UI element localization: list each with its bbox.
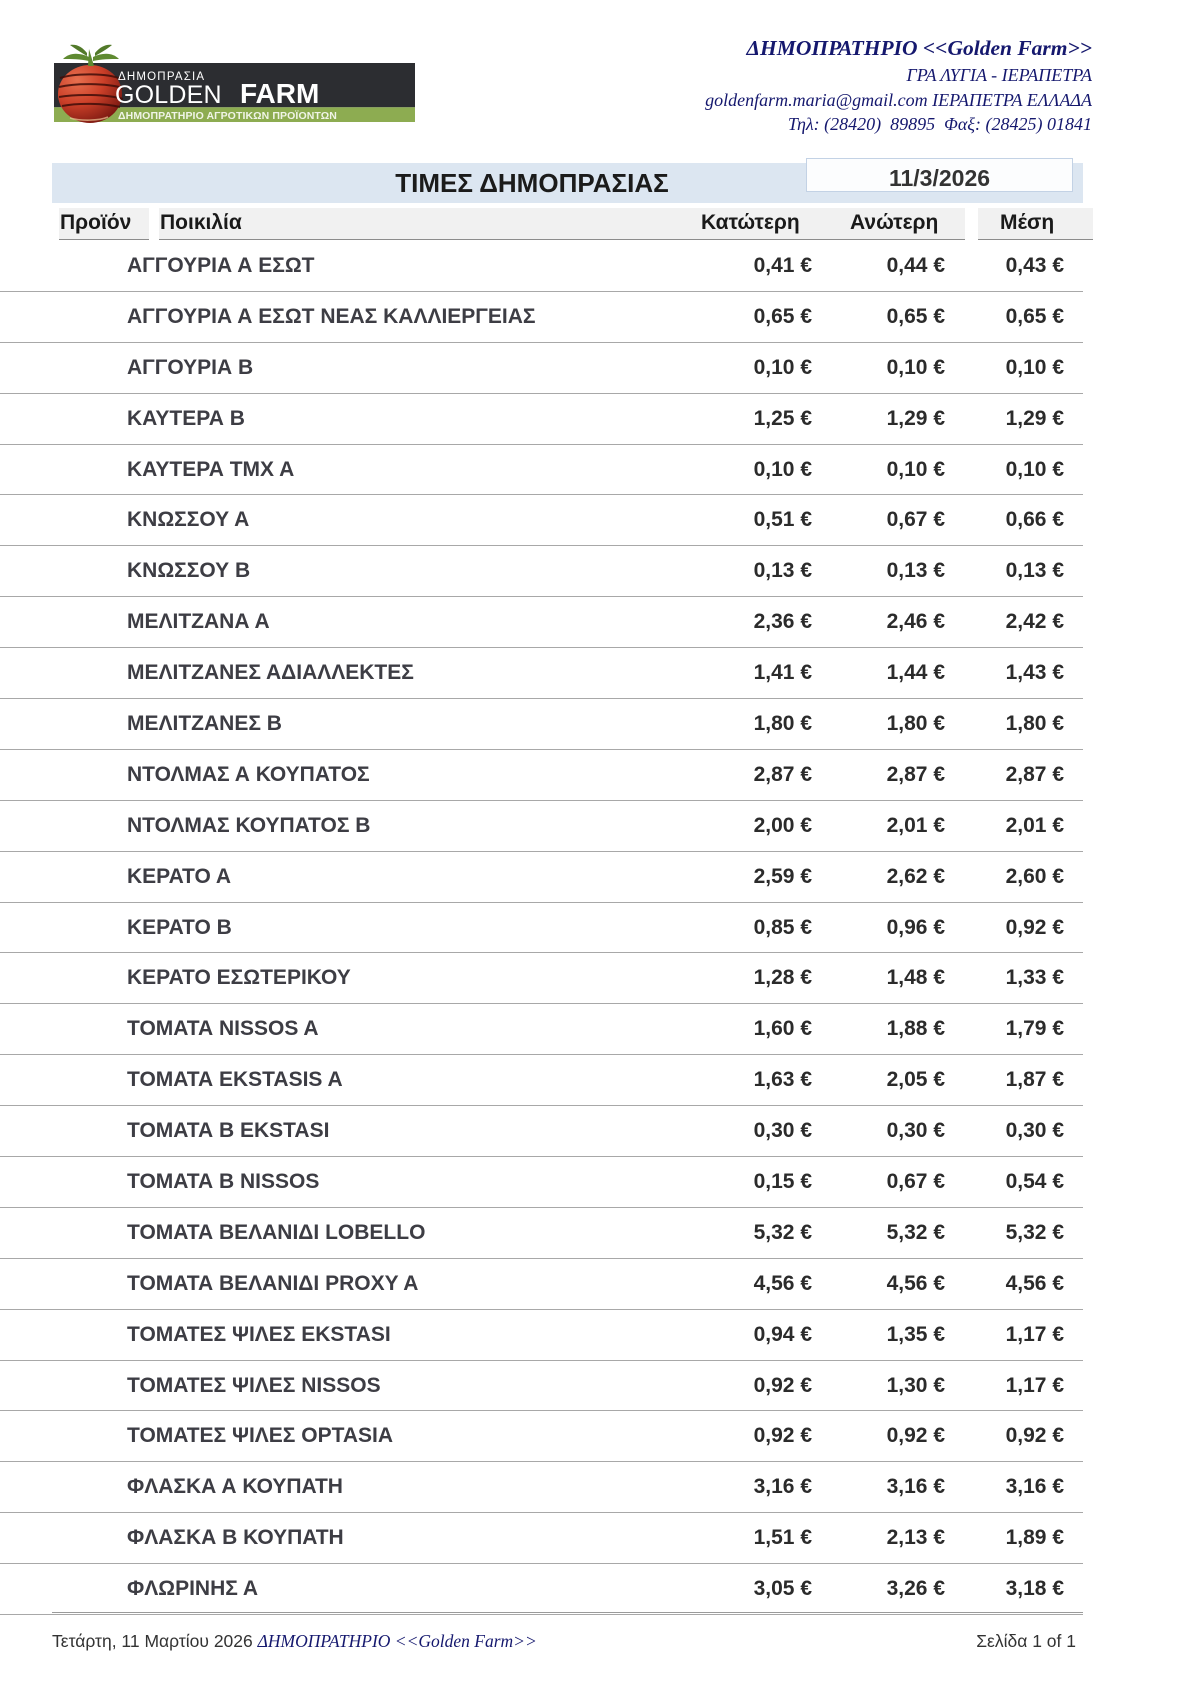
svg-text:ΔΗΜΟΠΡΑΤΗΡΙΟ ΑΓΡΟΤΙΚΩΝ ΠΡΟΪΟΝΤ: ΔΗΜΟΠΡΑΤΗΡΙΟ ΑΓΡΟΤΙΚΩΝ ΠΡΟΪΟΝΤΩΝ [118, 109, 337, 122]
svg-text:FARM: FARM [240, 78, 319, 109]
svg-text:GOLDEN: GOLDEN [115, 81, 222, 109]
